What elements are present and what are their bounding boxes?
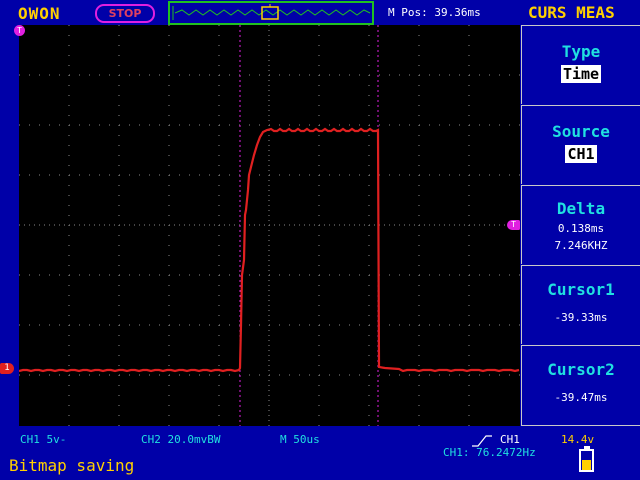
menu-item-cursor1[interactable]: Cursor1 -39.33ms [521, 265, 640, 344]
trigger-level: 14.4v [561, 433, 595, 446]
ch2-scale: CH2 20.0mvBW [141, 433, 221, 446]
battery-icon [579, 449, 594, 472]
menu-item-type[interactable]: Type Time [521, 25, 640, 104]
graticule [19, 25, 520, 426]
m-pos-readout: M Pos: 39.36ms [388, 6, 481, 19]
menu-item-value: CH1 [565, 145, 597, 163]
menu-item-label: Type [561, 42, 601, 61]
battery-level [582, 460, 591, 470]
menu-item-label: Cursor1 [547, 280, 615, 299]
menu-item-label: Source [552, 122, 610, 141]
trigger-level-marker[interactable]: T [507, 220, 520, 230]
rising-edge-icon [471, 432, 493, 451]
timebase: M 50us [280, 433, 320, 446]
frequency-readout: CH1: 76.2472Hz [443, 446, 536, 459]
status-message: Bitmap saving [9, 456, 135, 475]
cursor-measure-menu: Type Time Source CH1 Delta 0.138ms 7.246… [521, 25, 640, 426]
menu-item-value: -39.33ms [554, 311, 608, 324]
menu-title: CURS MEAS [528, 3, 615, 22]
menu-item-source[interactable]: Source CH1 [521, 105, 640, 184]
trigger-position-marker[interactable]: T [14, 25, 25, 36]
trigger-channel: CH1 [500, 433, 520, 446]
menu-item-label: Cursor2 [547, 360, 615, 379]
ch1-trace [19, 127, 520, 373]
menu-item-value-2: 7.246KHZ [554, 239, 608, 252]
menu-item-label: Delta [556, 199, 606, 218]
waveform-overview [168, 1, 374, 25]
menu-item-value: -39.47ms [554, 391, 608, 404]
oscilloscope-screen[interactable] [19, 25, 520, 426]
ch1-level-marker[interactable]: 1 [0, 363, 14, 374]
menu-item-delta[interactable]: Delta 0.138ms 7.246KHZ [521, 185, 640, 264]
menu-item-value: 0.138ms [557, 222, 605, 235]
run-status-badge[interactable]: STOP [95, 4, 155, 23]
brand-logo: OWON [18, 4, 61, 23]
battery-icon-cap [584, 446, 590, 450]
menu-item-value: Time [560, 65, 602, 83]
menu-item-cursor2[interactable]: Cursor2 -39.47ms [521, 345, 640, 426]
ch1-scale: CH1 5v- [20, 433, 67, 446]
